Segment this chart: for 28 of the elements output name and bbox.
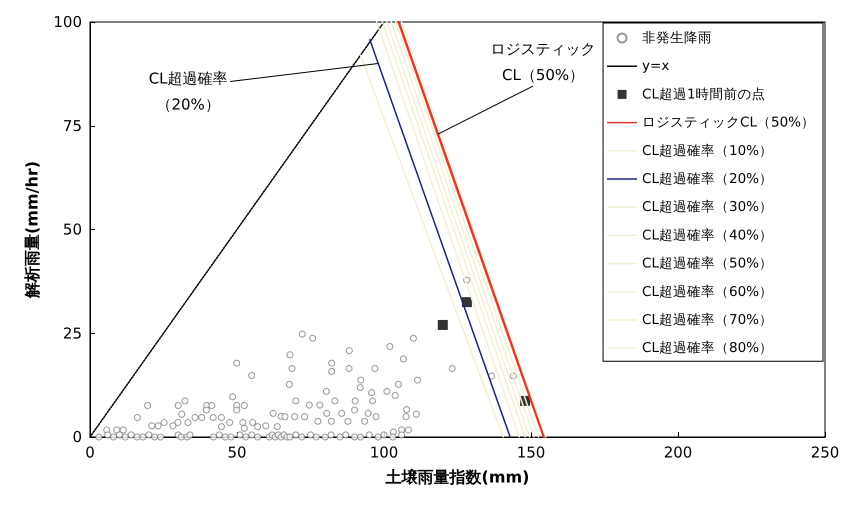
x-tick-label: 200 bbox=[664, 444, 692, 462]
legend-label: CL超過確率（20%） bbox=[642, 171, 774, 187]
legend-label: CL超過確率（40%） bbox=[642, 227, 774, 244]
legend-label: CL超過確率（30%） bbox=[642, 199, 774, 216]
x-tick-label: 250 bbox=[810, 444, 840, 462]
x-tick-label: 50 bbox=[227, 444, 247, 462]
point bbox=[438, 320, 448, 330]
y-tick-label: 0 bbox=[72, 428, 82, 446]
y-tick-label: 25 bbox=[62, 324, 82, 342]
y-axis-title: 解析雨量(mm/hr) bbox=[22, 160, 42, 300]
legend-label: CL超過確率（70%） bbox=[642, 312, 774, 328]
x-axis-title: 土壌雨量指数(mm) bbox=[384, 468, 530, 486]
legend-label: CL超過確率（50%） bbox=[642, 256, 774, 272]
legend-label: 非発生降雨 bbox=[642, 30, 712, 46]
y-tick-label: 50 bbox=[62, 220, 82, 238]
legend-label: ロジスティックCL（50%） bbox=[642, 114, 816, 131]
legend-label: CL超過1時間前の点 bbox=[642, 86, 766, 102]
x-tick-label: 150 bbox=[516, 444, 546, 462]
annotation: CL超過確率（20%） bbox=[148, 70, 228, 114]
legend-label: CL超過確率（80%） bbox=[642, 340, 774, 356]
annotation: ロジスティックCL（50%） bbox=[490, 40, 596, 84]
legend-label: y=x bbox=[642, 58, 670, 74]
x-tick-label: 0 bbox=[85, 444, 95, 462]
y-tick-label: 100 bbox=[53, 13, 82, 31]
x-tick-label: 100 bbox=[370, 444, 398, 462]
legend-label: CL超過確率（60%） bbox=[642, 284, 774, 300]
legend-label: CL超過確率（10%） bbox=[642, 142, 774, 159]
y-tick-label: 75 bbox=[62, 116, 82, 135]
